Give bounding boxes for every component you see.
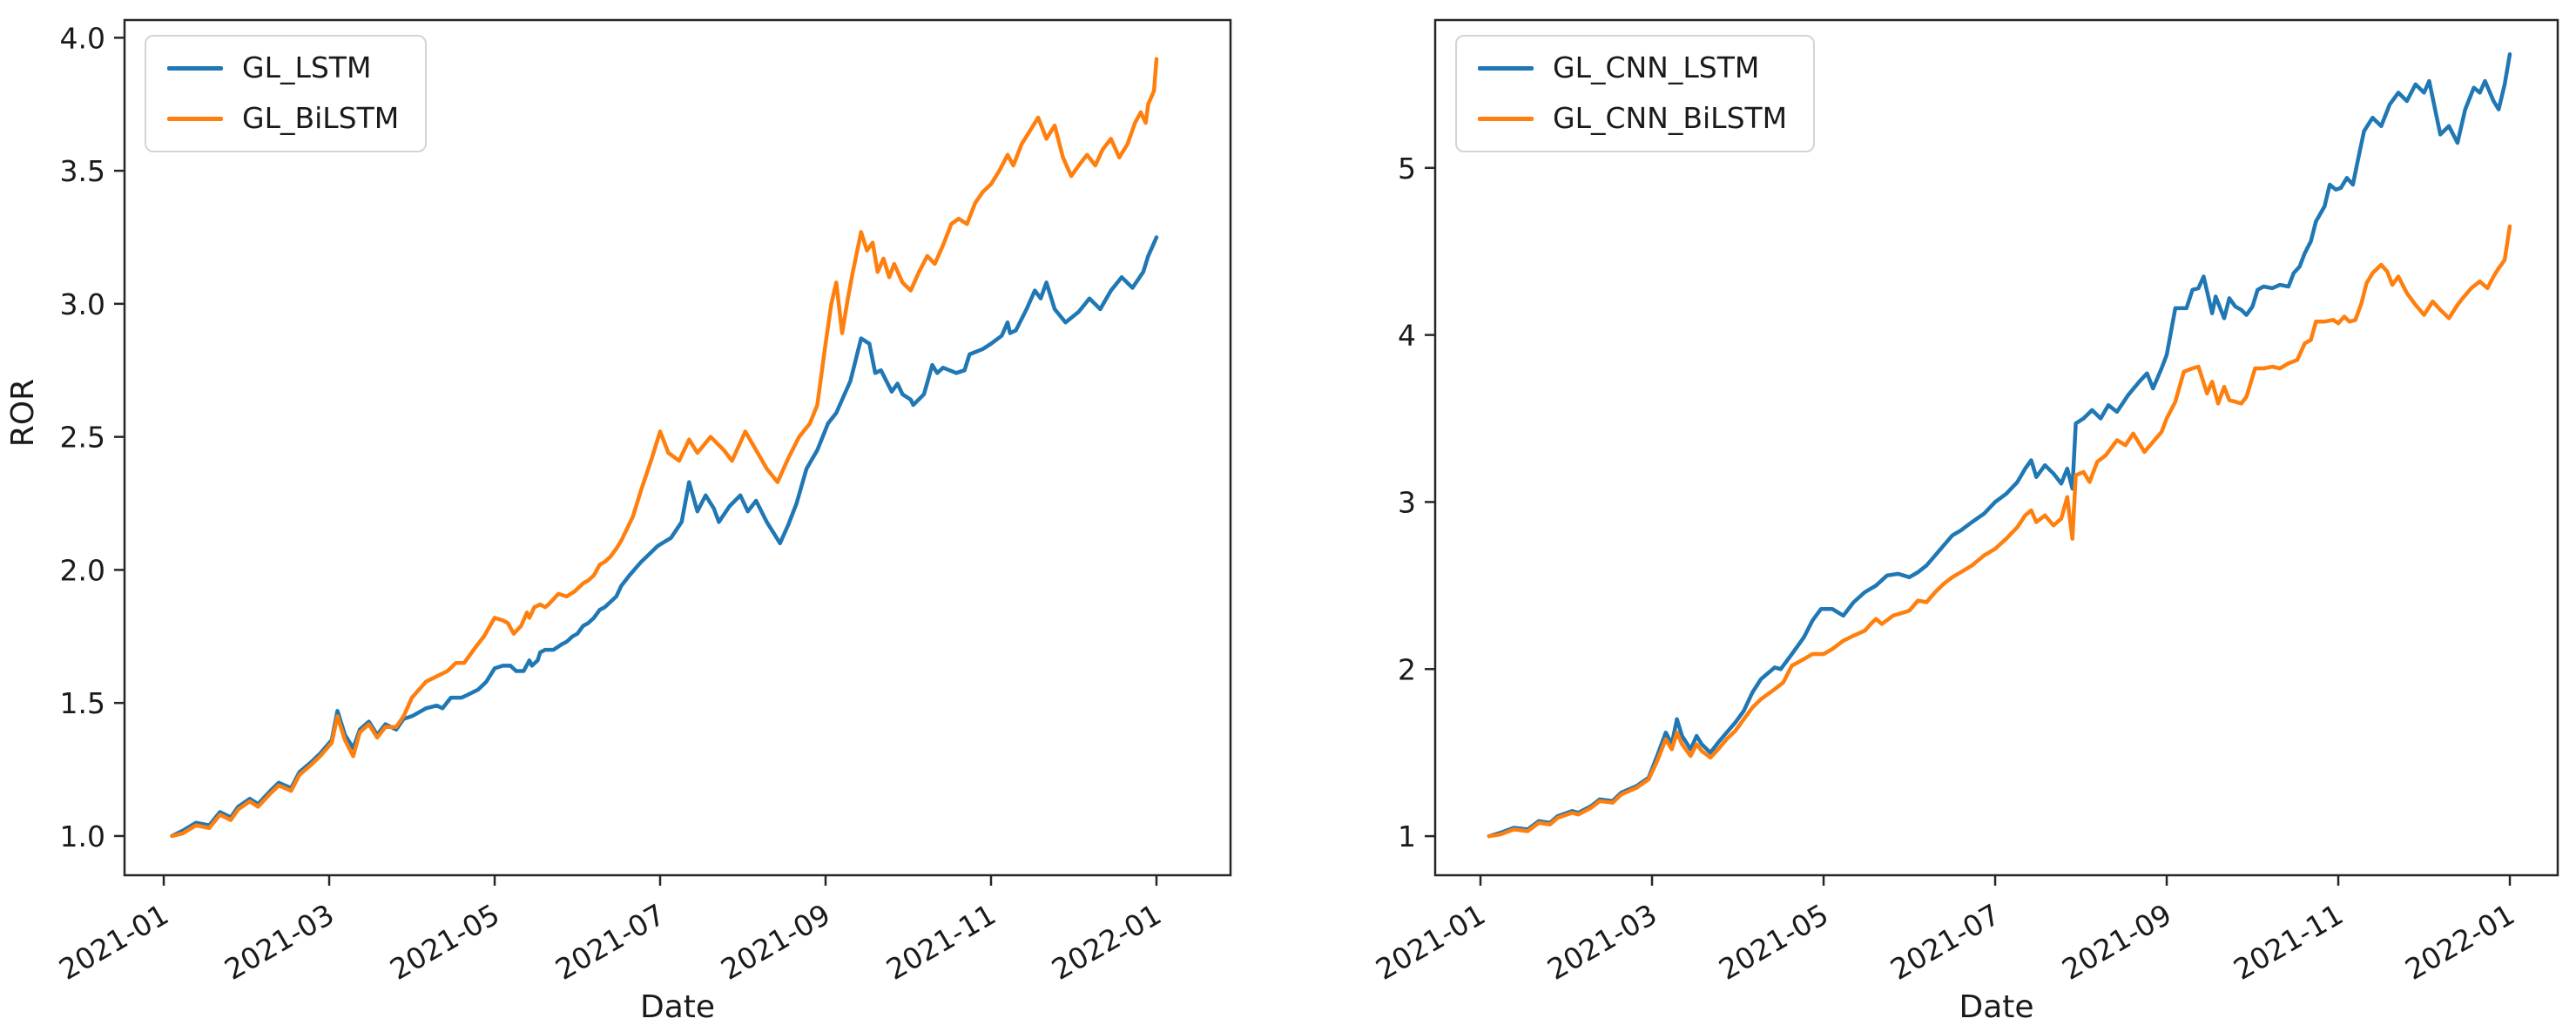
svg-text:5: 5 [1398,152,1416,185]
svg-text:2021-07: 2021-07 [1885,897,2006,987]
svg-text:1.5: 1.5 [60,686,105,720]
svg-text:2022-01: 2022-01 [1046,897,1167,987]
svg-text:3.5: 3.5 [60,154,105,188]
svg-text:1: 1 [1398,820,1416,853]
svg-text:2.0: 2.0 [60,553,105,587]
svg-text:2021-07: 2021-07 [550,897,671,987]
legend-line-swatch [167,65,223,71]
svg-text:2: 2 [1398,652,1416,686]
legend-item: GL_CNN_LSTM [1478,51,1787,84]
legend-label: GL_CNN_BiLSTM [1553,101,1788,136]
svg-text:3: 3 [1398,485,1416,519]
svg-text:2021-03: 2021-03 [219,897,340,987]
legend-line-swatch [1478,65,1534,71]
svg-text:ROR: ROR [5,379,41,447]
svg-text:2021-11: 2021-11 [2228,897,2349,987]
svg-text:Date: Date [1959,989,2033,1025]
svg-text:Date: Date [640,989,715,1025]
legend-line-swatch [1478,116,1534,121]
legend-label: GL_BiLSTM [242,101,400,136]
legend-line-swatch [167,116,223,121]
svg-text:4.0: 4.0 [60,21,105,55]
svg-text:3.0: 3.0 [60,287,105,321]
legend-label: GL_LSTM [242,51,372,84]
svg-text:2021-01: 2021-01 [53,897,174,987]
legend-item: GL_BiLSTM [167,101,400,136]
svg-text:2021-11: 2021-11 [880,897,1001,987]
svg-text:2021-05: 2021-05 [384,897,505,987]
svg-text:4: 4 [1398,319,1416,353]
legend-label: GL_CNN_LSTM [1553,51,1760,84]
svg-text:1.0: 1.0 [60,820,105,853]
svg-text:2021-09: 2021-09 [2056,897,2177,987]
legend-item: GL_CNN_BiLSTM [1478,101,1788,136]
svg-text:2021-09: 2021-09 [715,897,836,987]
svg-text:2.5: 2.5 [60,421,105,455]
svg-text:2021-01: 2021-01 [1370,897,1491,987]
legend-item: GL_LSTM [167,51,399,84]
svg-text:2021-05: 2021-05 [1713,897,1834,987]
svg-text:2022-01: 2022-01 [2399,897,2520,987]
svg-text:2021-03: 2021-03 [1541,897,1662,987]
legend-left-chart: GL_LSTM GL_BiLSTM [145,35,428,152]
legend-right-chart: GL_CNN_LSTM GL_CNN_BiLSTM [1455,35,1816,152]
